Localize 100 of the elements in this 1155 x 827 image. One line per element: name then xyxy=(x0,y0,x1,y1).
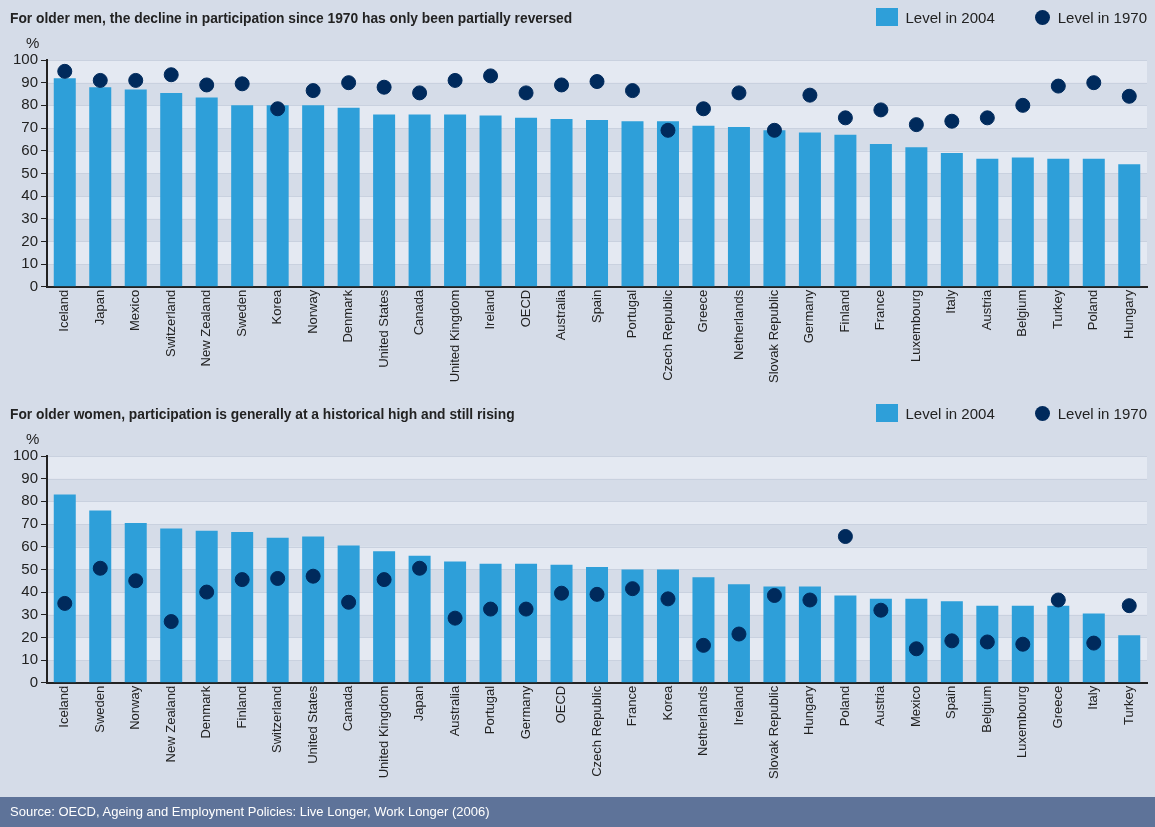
y-tick-label: 40 xyxy=(21,582,39,600)
x-tick-label: Belgium xyxy=(978,685,994,733)
point xyxy=(518,85,534,101)
bar xyxy=(692,577,715,683)
x-tick-label: New Zealand xyxy=(162,685,178,763)
x-tick-label: Ireland xyxy=(482,289,498,330)
bar xyxy=(160,528,183,683)
y-tick-label: 0 xyxy=(29,276,39,294)
x-tick-label: Canada xyxy=(411,289,427,336)
legend-label: Level in 2004 xyxy=(905,404,995,422)
bar xyxy=(337,545,360,683)
bar xyxy=(479,563,502,683)
bar xyxy=(53,78,76,287)
x-tick-label: United Kingdom xyxy=(375,685,391,779)
x-tick-label: Mexico xyxy=(907,685,923,727)
point xyxy=(802,87,818,103)
x-tick-label: Turkey xyxy=(1120,685,1136,726)
x-tick-label: Switzerland xyxy=(269,685,285,753)
bar xyxy=(444,114,467,287)
point xyxy=(589,74,605,90)
point xyxy=(483,68,499,84)
x-tick-label: United Kingdom xyxy=(446,289,462,383)
x-tick-label: Luxembourg xyxy=(907,289,923,363)
bar xyxy=(798,132,821,287)
point xyxy=(305,83,321,99)
x-tick-label: United States xyxy=(375,289,391,368)
bar xyxy=(692,125,715,287)
point xyxy=(625,581,640,597)
source-note: Source: OECD, Ageing and Employment Policies: Live Longer, Work Longer (2006) xyxy=(0,797,1155,827)
bar xyxy=(1047,158,1070,287)
point xyxy=(1015,97,1031,113)
x-tick-label: Finland xyxy=(233,685,249,729)
x-tick-label: Greece xyxy=(1049,685,1065,729)
point xyxy=(92,72,108,88)
x-tick-label: Norway xyxy=(304,289,320,334)
x-tick-label: Belgium xyxy=(1014,289,1030,337)
y-tick-label: 10 xyxy=(21,650,39,668)
x-tick-label: Czech Republic xyxy=(588,685,604,777)
point xyxy=(163,614,179,630)
bar xyxy=(160,92,183,287)
point xyxy=(695,637,711,653)
x-tick-label: Korea xyxy=(659,685,675,721)
x-tick-label: Turkey xyxy=(1049,289,1065,330)
point xyxy=(199,77,215,93)
bar xyxy=(302,105,325,287)
x-tick-label: Germany xyxy=(517,685,533,740)
point xyxy=(660,591,676,607)
bar xyxy=(834,134,857,287)
legend-label: Level in 1970 xyxy=(1057,404,1147,422)
point xyxy=(447,610,463,626)
y-tick-label: 50 xyxy=(21,559,39,577)
point xyxy=(57,595,73,611)
point xyxy=(447,72,463,88)
x-tick-label: Netherlands xyxy=(695,685,711,756)
bar xyxy=(905,598,928,683)
y-tick-label: 60 xyxy=(21,536,39,554)
x-tick-label: Australia xyxy=(553,289,569,341)
x-tick-label: Italy xyxy=(943,289,959,314)
bar xyxy=(905,147,928,287)
bar xyxy=(408,114,431,287)
x-tick-label: Austria xyxy=(978,289,994,331)
bar xyxy=(798,586,821,683)
bar xyxy=(976,158,999,287)
y-tick-label: 40 xyxy=(21,186,39,204)
point xyxy=(128,72,144,88)
point xyxy=(554,77,570,93)
x-tick-label: United States xyxy=(304,685,320,764)
bar xyxy=(408,555,431,683)
x-tick-label: Denmark xyxy=(340,289,356,343)
y-tick-label: 20 xyxy=(21,627,39,645)
point xyxy=(518,601,534,617)
bar xyxy=(479,115,502,287)
y-tick-label: 90 xyxy=(21,468,39,486)
y-tick-label: 30 xyxy=(21,604,39,622)
bar xyxy=(869,598,892,683)
point xyxy=(412,85,428,101)
point xyxy=(944,633,960,649)
bar xyxy=(763,130,786,287)
bar xyxy=(727,126,750,287)
point xyxy=(731,626,747,642)
x-tick-label: Sweden xyxy=(91,685,107,733)
point xyxy=(554,585,570,601)
y-tick-label: 70 xyxy=(21,514,39,532)
bar xyxy=(621,569,644,683)
point xyxy=(234,76,250,92)
bar xyxy=(266,105,289,287)
x-tick-label: Finland xyxy=(836,289,852,333)
bar xyxy=(1082,158,1105,287)
legend-label: Level in 1970 xyxy=(1057,8,1147,26)
point xyxy=(483,601,499,617)
bar xyxy=(444,561,467,683)
point xyxy=(163,67,179,83)
point xyxy=(341,75,357,91)
x-tick-label: Portugal xyxy=(624,289,640,339)
x-tick-label: Luxembourg xyxy=(1014,685,1030,759)
bar xyxy=(373,114,396,287)
point xyxy=(376,79,392,95)
point xyxy=(802,592,818,608)
y-tick-label: 100 xyxy=(13,446,39,464)
chart-title: For older women, participation is generally at a historical high and still rising xyxy=(10,404,516,422)
